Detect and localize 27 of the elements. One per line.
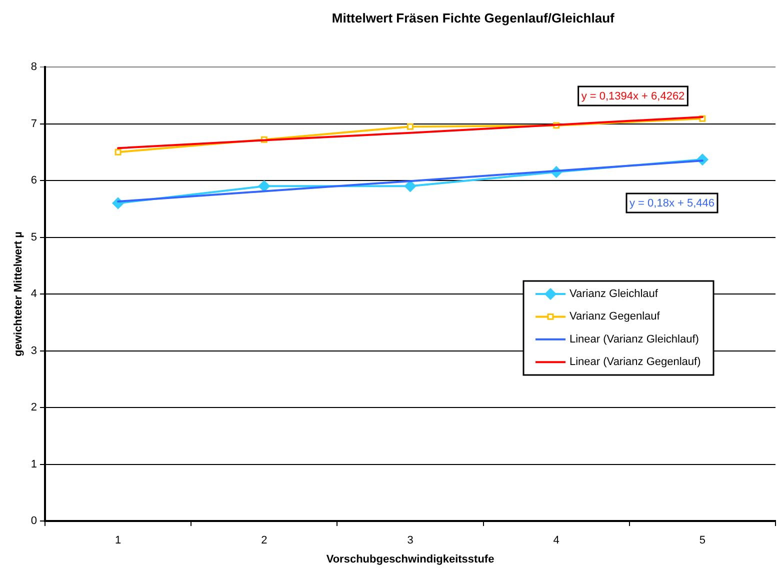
point xyxy=(114,148,122,156)
chart-title: Mittelwert Fräsen Fichte Gegenlauf/Gleichlauf xyxy=(332,10,615,26)
y-tick-label: 8 xyxy=(30,61,37,74)
y-tick-label: 5 xyxy=(30,231,37,244)
y-axis-title: gewichteter Mittelwert µ xyxy=(12,232,25,356)
point xyxy=(407,123,414,130)
x-tick-label: 4 xyxy=(553,534,560,547)
legend-label: Linear (Varianz Gleichlauf) xyxy=(570,333,699,346)
y-tick-label: 0 xyxy=(30,515,37,528)
y-tick-label: 4 xyxy=(30,288,37,300)
y-tick-label: 3 xyxy=(30,344,37,357)
y-tick-label: 6 xyxy=(30,174,37,187)
x-tick-label: 5 xyxy=(699,534,706,547)
annotation: y = 0,18x + 5,446 xyxy=(629,198,715,210)
legend-label: Varianz Gegenlauf xyxy=(570,310,661,323)
y-tick-label: 2 xyxy=(30,402,37,414)
x-tick-label: 3 xyxy=(407,534,414,547)
point xyxy=(258,180,270,192)
x-axis-title: Vorschubgeschwindigkeitsstufe xyxy=(326,553,494,566)
y-tick-label: 7 xyxy=(30,118,37,130)
legend-label: Linear (Varianz Gegenlauf) xyxy=(570,356,701,368)
x-tick-label: 1 xyxy=(114,534,122,547)
x-tick-label: 2 xyxy=(261,534,268,547)
annotation: y = 0,1394x + 6,4262 xyxy=(581,90,685,103)
legend-label: Varianz Gleichlauf xyxy=(570,288,659,300)
point xyxy=(404,180,416,192)
y-tick-label: 1 xyxy=(30,458,37,470)
